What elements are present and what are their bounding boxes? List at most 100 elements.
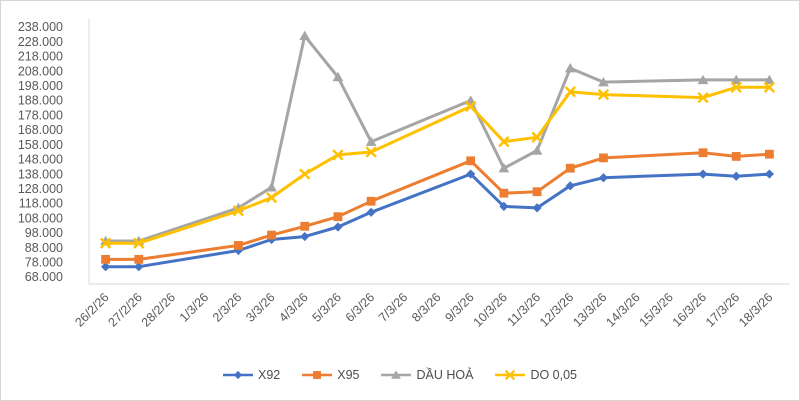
- data-point-marker: [466, 169, 476, 179]
- data-point-marker: [532, 187, 542, 197]
- x-axis-tick-label: 11/3/26: [504, 290, 543, 329]
- x-axis-tick-label: 6/3/26: [343, 290, 378, 325]
- x-axis-tick-label: 14/3/26: [603, 290, 642, 329]
- series-line-dau-hoa[interactable]: [105, 34, 770, 243]
- x-axis-tick-label: 1/3/26: [177, 290, 212, 325]
- y-axis-tick-label: 138.000: [18, 167, 63, 181]
- data-point-marker: [505, 369, 516, 381]
- y-axis-tick-label: 178.000: [18, 108, 63, 122]
- data-point-marker: [764, 74, 775, 85]
- series-line-x95[interactable]: [105, 151, 770, 261]
- data-point-marker: [299, 30, 311, 41]
- data-point-marker: [764, 169, 775, 179]
- data-point-marker: [265, 191, 278, 204]
- data-point-marker: [365, 136, 377, 146]
- x-axis-tick-label: 16/3/26: [670, 290, 709, 329]
- data-point-marker: [697, 91, 709, 104]
- data-point-marker: [564, 86, 576, 98]
- y-axis-tick-label: 78.000: [25, 255, 63, 269]
- data-point-marker: [698, 169, 708, 179]
- series-do-005[interactable]: [99, 81, 776, 249]
- legend-marker-icon-x95: [302, 371, 333, 379]
- data-point-marker: [565, 181, 575, 191]
- data-point-marker: [333, 212, 343, 222]
- data-point-marker: [730, 81, 742, 93]
- series-dau-hoa[interactable]: [100, 30, 775, 246]
- legend-item-x92[interactable]: X92: [222, 368, 281, 382]
- chart-legend: X92 X95 DẦU HOẢ DO 0,05: [1, 358, 799, 392]
- data-point-marker: [133, 237, 145, 249]
- data-point-marker: [99, 237, 112, 249]
- data-point-marker: [134, 254, 144, 264]
- data-point-marker: [366, 196, 376, 206]
- data-point-marker: [565, 163, 575, 173]
- x-axis-tick-label: 13/3/26: [570, 290, 609, 329]
- y-axis-tick-label: 148.000: [18, 153, 63, 167]
- y-axis-tick-label: 218.000: [18, 50, 63, 64]
- data-point-marker: [731, 152, 741, 161]
- legend-marker-icon-dau-hoa: [381, 370, 412, 379]
- legend-item-x95[interactable]: X95: [302, 368, 359, 382]
- y-axis-tick-labels: 238.000228.000218.000208.000198.000188.0…: [18, 20, 63, 284]
- legend-item-do-005[interactable]: DO 0,05: [495, 368, 577, 382]
- series-x95[interactable]: [101, 148, 774, 264]
- x-axis-tick-label: 7/3/26: [376, 290, 411, 325]
- x-axis-tick-label: 5/3/26: [310, 290, 345, 325]
- y-axis-tick-label: 128.000: [18, 182, 63, 196]
- x-axis-tick-label: 27/2/26: [106, 290, 145, 329]
- data-point-marker: [332, 149, 344, 161]
- y-axis-tick-label: 168.000: [18, 123, 63, 137]
- data-point-marker: [731, 171, 741, 181]
- data-point-marker: [698, 148, 708, 158]
- y-axis-tick-label: 198.000: [18, 79, 63, 93]
- legend-marker-icon-x92: [222, 370, 253, 380]
- data-point-marker: [597, 88, 610, 101]
- data-point-marker: [531, 145, 543, 155]
- data-point-marker: [332, 71, 344, 82]
- axes: [88, 19, 790, 285]
- data-point-marker: [300, 231, 310, 242]
- x-axis-tick-label: 18/3/26: [736, 290, 775, 329]
- line-chart-plot[interactable]: 238.000228.000218.000208.000198.000188.0…: [1, 1, 800, 358]
- x-axis-tick-label: 8/3/26: [409, 290, 444, 325]
- data-point-marker: [532, 203, 542, 213]
- y-axis-tick-label: 208.000: [18, 64, 63, 78]
- data-point-marker: [765, 149, 774, 159]
- data-point-marker: [697, 74, 709, 85]
- legend-marker-icon-do-005: [495, 369, 526, 381]
- data-point-marker: [100, 262, 111, 272]
- x-axis-tick-label: 17/3/26: [703, 290, 742, 329]
- data-point-marker: [313, 371, 322, 379]
- data-point-marker: [233, 240, 243, 250]
- data-point-marker: [499, 188, 509, 198]
- y-axis-tick-label: 188.000: [18, 94, 63, 108]
- y-axis-tick-label: 238.000: [18, 20, 63, 34]
- data-point-marker: [134, 262, 144, 272]
- legend-label: DO 0,05: [530, 368, 577, 382]
- y-axis-tick-label: 88.000: [25, 241, 63, 255]
- data-point-marker: [598, 173, 609, 183]
- data-point-marker: [300, 221, 310, 231]
- y-axis-tick-label: 98.000: [25, 226, 63, 240]
- data-point-marker: [267, 230, 276, 240]
- x-axis-tick-label: 26/2/26: [72, 290, 111, 329]
- x-axis-tick-label: 28/2/26: [139, 290, 178, 329]
- x-axis-tick-label: 4/3/26: [276, 290, 311, 325]
- y-axis-tick-label: 118.000: [19, 197, 63, 211]
- y-axis-tick-label: 108.000: [18, 211, 63, 225]
- data-point-marker: [465, 100, 477, 113]
- legend-label: X92: [257, 368, 281, 382]
- data-point-marker: [498, 162, 510, 173]
- data-point-marker: [598, 76, 609, 87]
- data-point-marker: [730, 74, 742, 85]
- data-point-marker: [101, 254, 110, 264]
- data-point-marker: [466, 156, 476, 166]
- series-x92[interactable]: [100, 169, 775, 272]
- data-point-marker: [498, 136, 510, 148]
- x-axis-tick-label: 12/3/26: [537, 290, 576, 329]
- x-axis-tick-label: 2/3/26: [210, 290, 245, 325]
- data-point-marker: [365, 146, 377, 158]
- data-point-marker: [599, 153, 608, 163]
- x-axis-tick-label: 3/3/26: [243, 290, 278, 325]
- legend-item-dau-hoa[interactable]: DẦU HOẢ: [381, 368, 473, 382]
